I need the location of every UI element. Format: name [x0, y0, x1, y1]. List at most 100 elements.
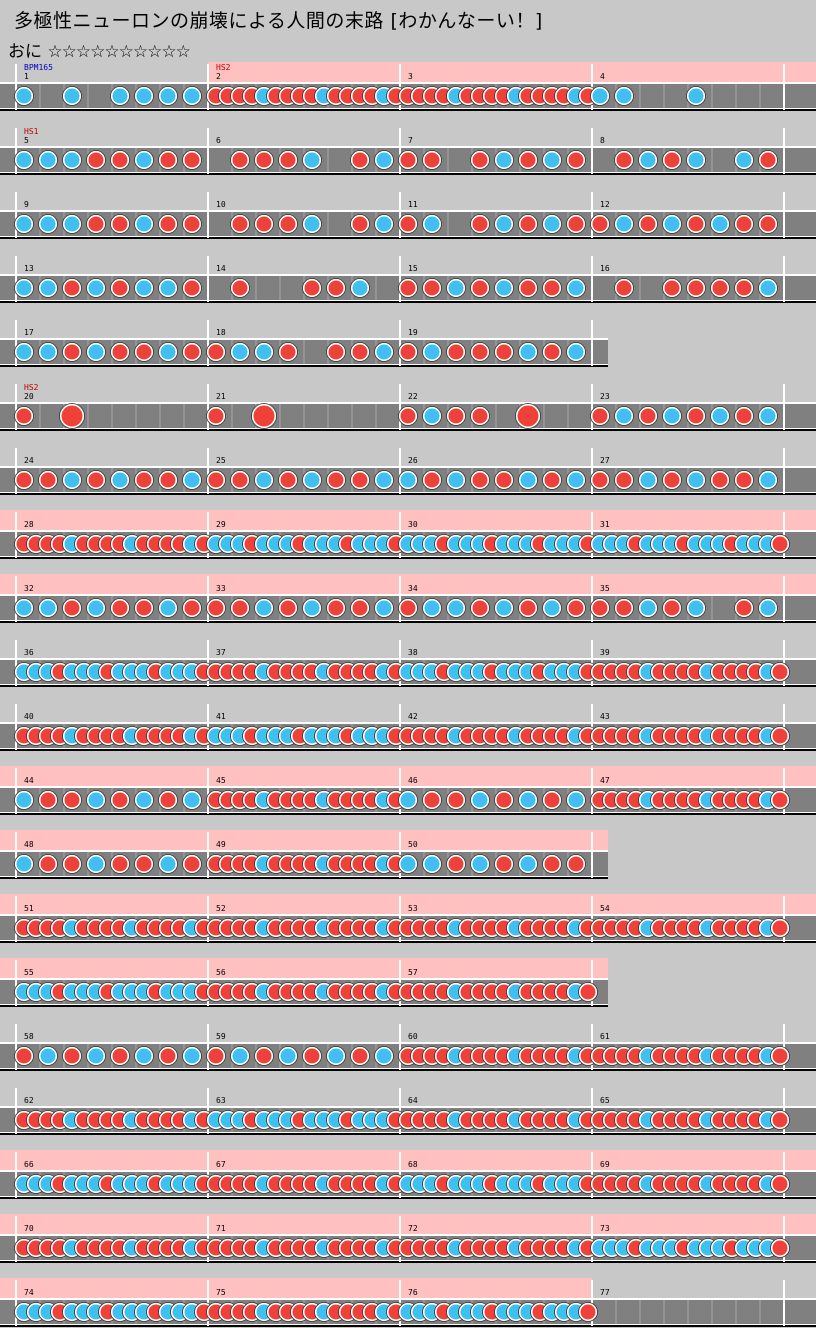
ka-note [568, 792, 584, 808]
ka-note [400, 856, 416, 872]
measure-number: 59 [216, 1032, 226, 1041]
don-note [184, 600, 200, 616]
don-note [112, 856, 128, 872]
gogo-band [0, 574, 208, 594]
don-note [256, 1048, 272, 1064]
ka-note [16, 88, 32, 104]
don-note [772, 1112, 788, 1128]
don-note [688, 408, 704, 424]
don-note [496, 856, 512, 872]
don-note [352, 344, 368, 360]
gogo-band [0, 894, 208, 914]
ka-note [88, 856, 104, 872]
big-don-note [61, 405, 83, 427]
ka-note [304, 152, 320, 168]
measure-number: 69 [600, 1160, 610, 1169]
measure-number: 34 [408, 584, 418, 593]
measure-number: 68 [408, 1160, 418, 1169]
ka-note [64, 472, 80, 488]
don-note [520, 152, 536, 168]
don-note [136, 856, 152, 872]
don-note [280, 152, 296, 168]
don-note [280, 344, 296, 360]
ka-note [304, 216, 320, 232]
ka-note [544, 152, 560, 168]
don-note [64, 344, 80, 360]
don-note [664, 280, 680, 296]
ka-note [472, 792, 488, 808]
gogo-band [0, 958, 208, 978]
measure-number: 9 [24, 200, 29, 209]
ka-note [16, 216, 32, 232]
ka-note [256, 344, 272, 360]
don-note [112, 152, 128, 168]
course-name: おに [8, 42, 42, 62]
don-note [64, 1048, 80, 1064]
ka-note [184, 472, 200, 488]
ka-note [640, 472, 656, 488]
don-note [160, 792, 176, 808]
don-note [736, 600, 752, 616]
ka-note [136, 1048, 152, 1064]
ka-note [40, 1048, 56, 1064]
ka-note [232, 1048, 248, 1064]
measure-number: 72 [408, 1224, 418, 1233]
measure-number: 38 [408, 648, 418, 657]
don-note [400, 152, 416, 168]
measure-number: 16 [600, 264, 610, 273]
ka-note [16, 344, 32, 360]
ka-note [184, 1048, 200, 1064]
ka-note [760, 280, 776, 296]
ka-note [568, 280, 584, 296]
don-note [136, 344, 152, 360]
don-note [88, 472, 104, 488]
ka-note [544, 216, 560, 232]
ka-note [64, 216, 80, 232]
ka-note [88, 600, 104, 616]
measure-number: 27 [600, 456, 610, 465]
measure-number: 65 [600, 1096, 610, 1105]
don-note [352, 1048, 368, 1064]
measure-number: 70 [24, 1224, 34, 1233]
measure-number: 14 [216, 264, 226, 273]
don-note [400, 600, 416, 616]
measure-number: 74 [24, 1288, 34, 1297]
don-note [328, 600, 344, 616]
gogo-band [400, 574, 592, 594]
measure-number: 61 [600, 1032, 610, 1041]
don-note [736, 280, 752, 296]
don-note [472, 472, 488, 488]
measure-number: 30 [408, 520, 418, 529]
ka-note [688, 600, 704, 616]
ka-note [712, 216, 728, 232]
gogo-band [400, 958, 608, 978]
don-note [232, 472, 248, 488]
don-note [688, 280, 704, 296]
measure-number: 31 [600, 520, 610, 529]
ka-note [16, 152, 32, 168]
gogo-band [592, 510, 816, 530]
don-note [136, 472, 152, 488]
don-note [16, 1048, 32, 1064]
measure-number: 43 [600, 712, 610, 721]
don-note [688, 216, 704, 232]
measure-number: 19 [408, 328, 418, 337]
ka-note [496, 600, 512, 616]
ka-note [496, 152, 512, 168]
gogo-band [592, 766, 816, 786]
ka-note [520, 792, 536, 808]
don-note [592, 600, 608, 616]
ka-note [640, 152, 656, 168]
don-note [160, 1048, 176, 1064]
don-note [736, 472, 752, 488]
don-note [184, 856, 200, 872]
don-note [616, 152, 632, 168]
don-note [208, 344, 224, 360]
ka-note [232, 344, 248, 360]
don-note [448, 408, 464, 424]
don-note [568, 856, 584, 872]
ka-note [592, 88, 608, 104]
ka-note [376, 152, 392, 168]
scroll-speed-label: HS2 [216, 63, 231, 72]
ka-note [712, 408, 728, 424]
